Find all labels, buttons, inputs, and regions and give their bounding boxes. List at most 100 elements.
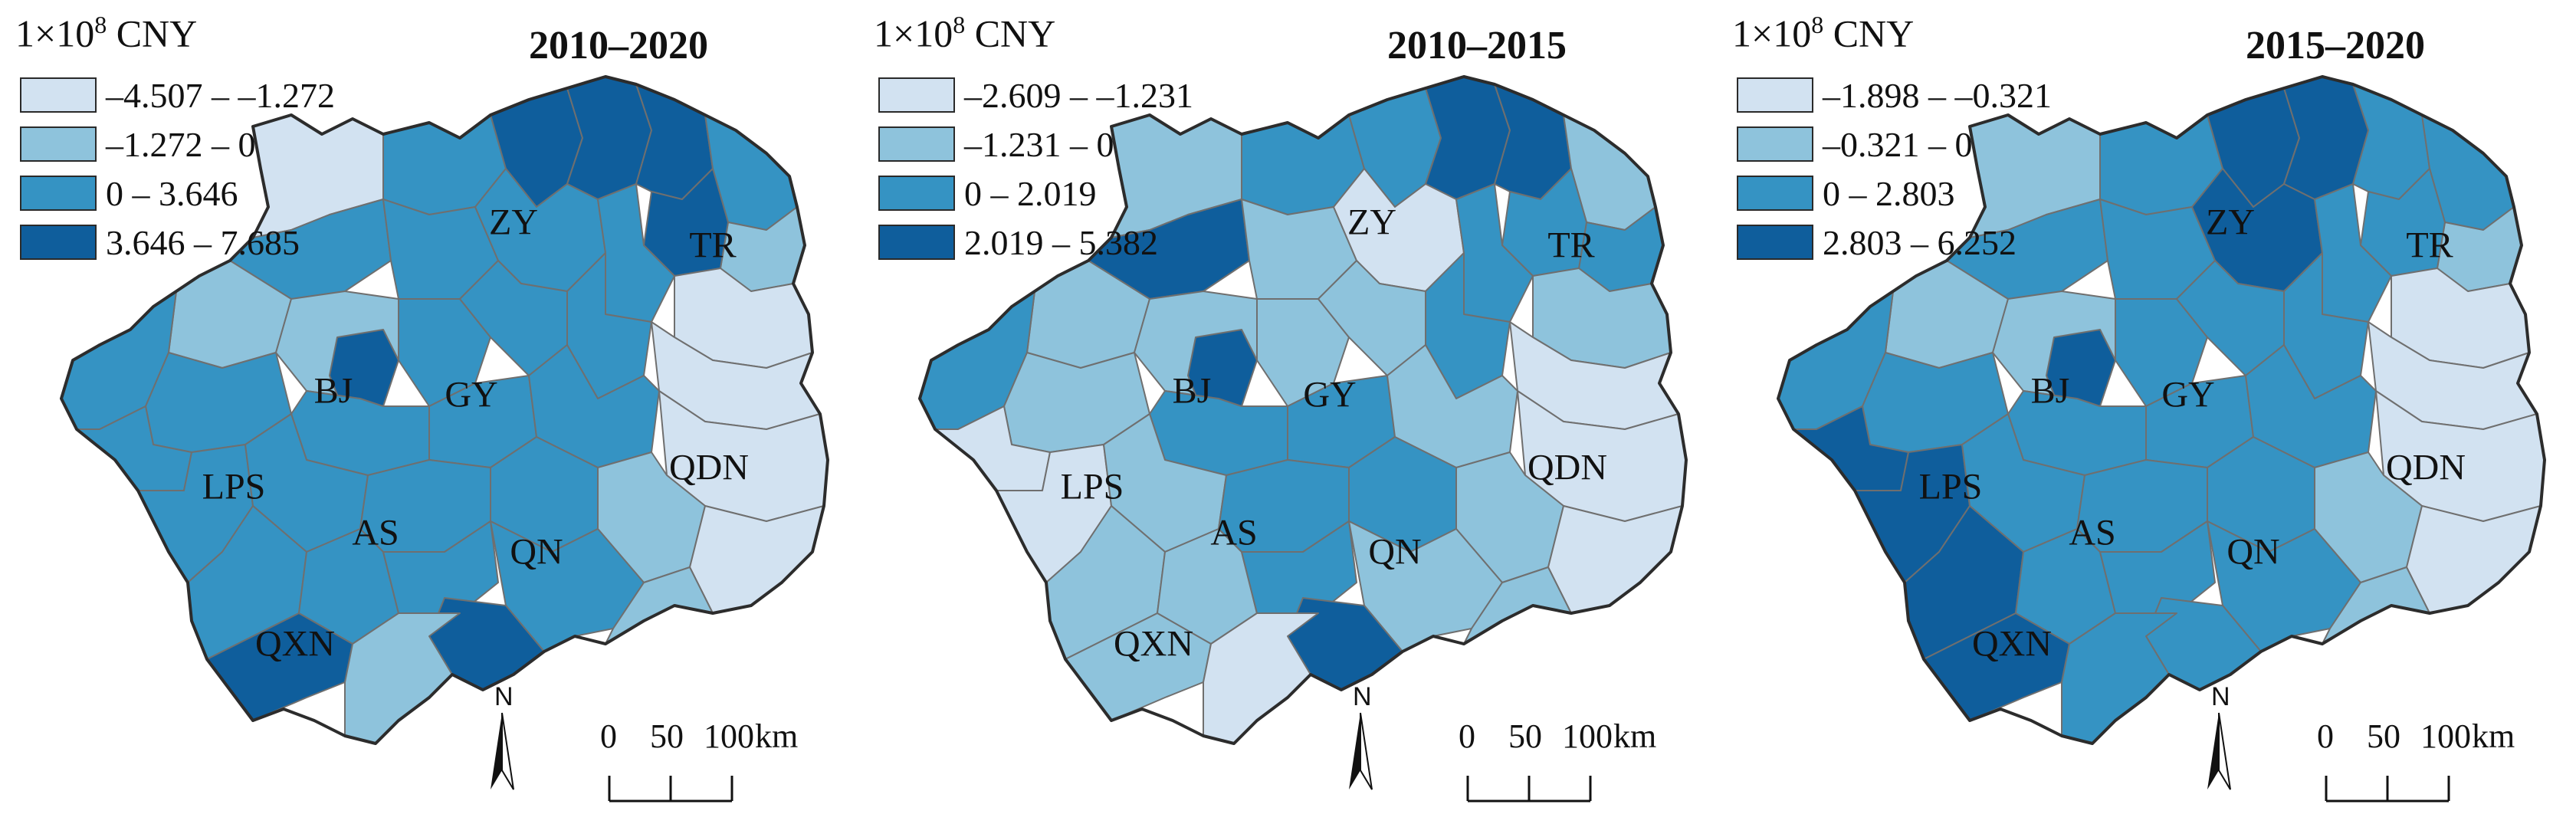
legend-item: –2.609 – –1.231 [878, 71, 1193, 120]
legend-item: 2.803 – 6.252 [1737, 218, 2052, 267]
region-label-gy: GY [2161, 374, 2215, 415]
unit-base: 1×10 [15, 11, 95, 55]
north-arrow-icon [2207, 712, 2231, 790]
legend-label: 3.646 – 7.685 [106, 222, 300, 262]
scale-unit-label: km [2472, 717, 2515, 755]
unit-exponent: 8 [1811, 11, 1824, 38]
legend-label: –1.898 – –0.321 [1823, 75, 2052, 115]
region-label-tr: TR [1547, 225, 1595, 266]
province-boundary [918, 75, 1688, 745]
province-boundary [60, 75, 829, 745]
legend-unit: 1×108 CNY [874, 11, 1055, 56]
legend-swatch [1737, 176, 1813, 211]
region-label-gy: GY [445, 374, 498, 415]
legend: –2.609 – –1.231 –1.231 – 0 0 – 2.019 2.019 … [878, 71, 1193, 267]
map-panel-2015-2020: 1×108 CNY 2015–2020 –1.898 – –0.321 –0.321 … [1717, 0, 2575, 824]
county-regions [1777, 76, 2545, 744]
region-label-as: AS [1210, 512, 1258, 553]
legend-item: 3.646 – 7.685 [20, 218, 335, 267]
legend: –1.898 – –0.321 –0.321 – 0 0 – 2.803 2.803 … [1737, 71, 2052, 267]
legend-label: 0 – 2.803 [1823, 173, 1955, 213]
north-arrow-icon [1349, 712, 1373, 790]
region-label-zy: ZY [489, 202, 538, 243]
region-label-qdn: QDN [1528, 447, 1607, 488]
scale-unit-label: km [1613, 717, 1657, 755]
legend-item: 0 – 2.019 [878, 169, 1193, 218]
unit-base: 1×10 [874, 11, 953, 55]
legend-swatch [20, 176, 97, 211]
unit-currency: CNY [107, 11, 198, 55]
region-label-as: AS [352, 512, 399, 553]
legend-label: 2.803 – 6.252 [1823, 222, 2016, 262]
unit-currency: CNY [965, 11, 1056, 55]
region-label-lps: LPS [202, 466, 266, 507]
choropleth-map [918, 75, 1688, 803]
legend-item: 0 – 2.803 [1737, 169, 2052, 218]
region-label-lps: LPS [1060, 466, 1124, 507]
region-label-qdn: QDN [669, 447, 749, 488]
region-label-bj: BJ [313, 370, 353, 412]
legend-swatch [20, 126, 97, 162]
county-regions [61, 76, 829, 744]
scale-tick-label: 50 [650, 717, 684, 755]
unit-exponent: 8 [94, 11, 107, 38]
legend-swatch [1737, 77, 1813, 113]
legend-label: –2.609 – –1.231 [964, 75, 1193, 115]
map-panel-2010-2020: 1×108 CNY 2010–2020 –4.507 – –1.272 –1.272 … [0, 0, 858, 824]
scale-bar [1466, 776, 1592, 803]
legend-swatch [1737, 225, 1813, 260]
legend: –4.507 – –1.272 –1.272 – 0 0 – 3.646 3.646 … [20, 71, 335, 267]
legend-label: 0 – 2.019 [964, 173, 1097, 213]
north-arrow-icon [491, 712, 514, 790]
map-panel-2010-2015: 1×108 CNY 2010–2015 –2.609 – –1.231 –1.231 … [858, 0, 1717, 824]
panel-title: 2010–2015 [1387, 24, 1567, 67]
legend-swatch [878, 225, 955, 260]
region-label-as: AS [2069, 512, 2116, 553]
region-label-qxn: QXN [1114, 623, 1193, 665]
region-label-zy: ZY [1347, 202, 1396, 243]
scale-tick-label: 100 [1562, 717, 1613, 755]
province-boundary [1777, 75, 2546, 745]
unit-exponent: 8 [953, 11, 966, 38]
legend-item: –1.898 – –0.321 [1737, 71, 2052, 120]
scale-tick-label: 100 [2420, 717, 2471, 755]
legend-label: 2.019 – 5.382 [964, 222, 1158, 262]
unit-currency: CNY [1823, 11, 1915, 55]
region-label-qn: QN [2227, 531, 2280, 573]
legend-label: –1.272 – 0 [106, 124, 256, 164]
scale-unit-label: km [755, 717, 799, 755]
legend-swatch [1737, 126, 1813, 162]
legend-swatch [878, 176, 955, 211]
region-label-gy: GY [1303, 374, 1357, 415]
legend-item: –1.272 – 0 [20, 120, 335, 169]
panel-title: 2015–2020 [2246, 24, 2425, 67]
legend-unit: 1×108 CNY [15, 11, 197, 56]
legend-swatch [20, 225, 97, 260]
choropleth-map [1777, 75, 2546, 803]
region-label-tr: TR [2406, 225, 2453, 266]
north-label: N [2211, 682, 2230, 711]
legend-unit: 1×108 CNY [1732, 11, 1914, 56]
legend-label: –4.507 – –1.272 [106, 75, 335, 115]
scale-bar [608, 776, 733, 803]
region-label-qdn: QDN [2386, 447, 2466, 488]
legend-label: –0.321 – 0 [1823, 124, 1973, 164]
panel-title: 2010–2020 [529, 24, 708, 67]
region-label-zy: ZY [2206, 202, 2255, 243]
region-label-qxn: QXN [255, 623, 335, 665]
county-regions [919, 76, 1687, 744]
north-label: N [494, 682, 514, 711]
scale-tick-label: 50 [2367, 717, 2400, 755]
scale-tick-label: 50 [1508, 717, 1542, 755]
legend-item: –0.321 – 0 [1737, 120, 2052, 169]
scale-tick-label: 0 [600, 717, 617, 755]
region-label-tr: TR [689, 225, 737, 266]
region-label-qn: QN [510, 531, 563, 573]
legend-item: 0 – 3.646 [20, 169, 335, 218]
region-label-lps: LPS [1918, 466, 1983, 507]
legend-label: 0 – 3.646 [106, 173, 238, 213]
legend-item: –4.507 – –1.272 [20, 71, 335, 120]
scale-tick-label: 0 [1459, 717, 1475, 755]
region-label-qn: QN [1368, 531, 1422, 573]
north-label: N [1353, 682, 1372, 711]
